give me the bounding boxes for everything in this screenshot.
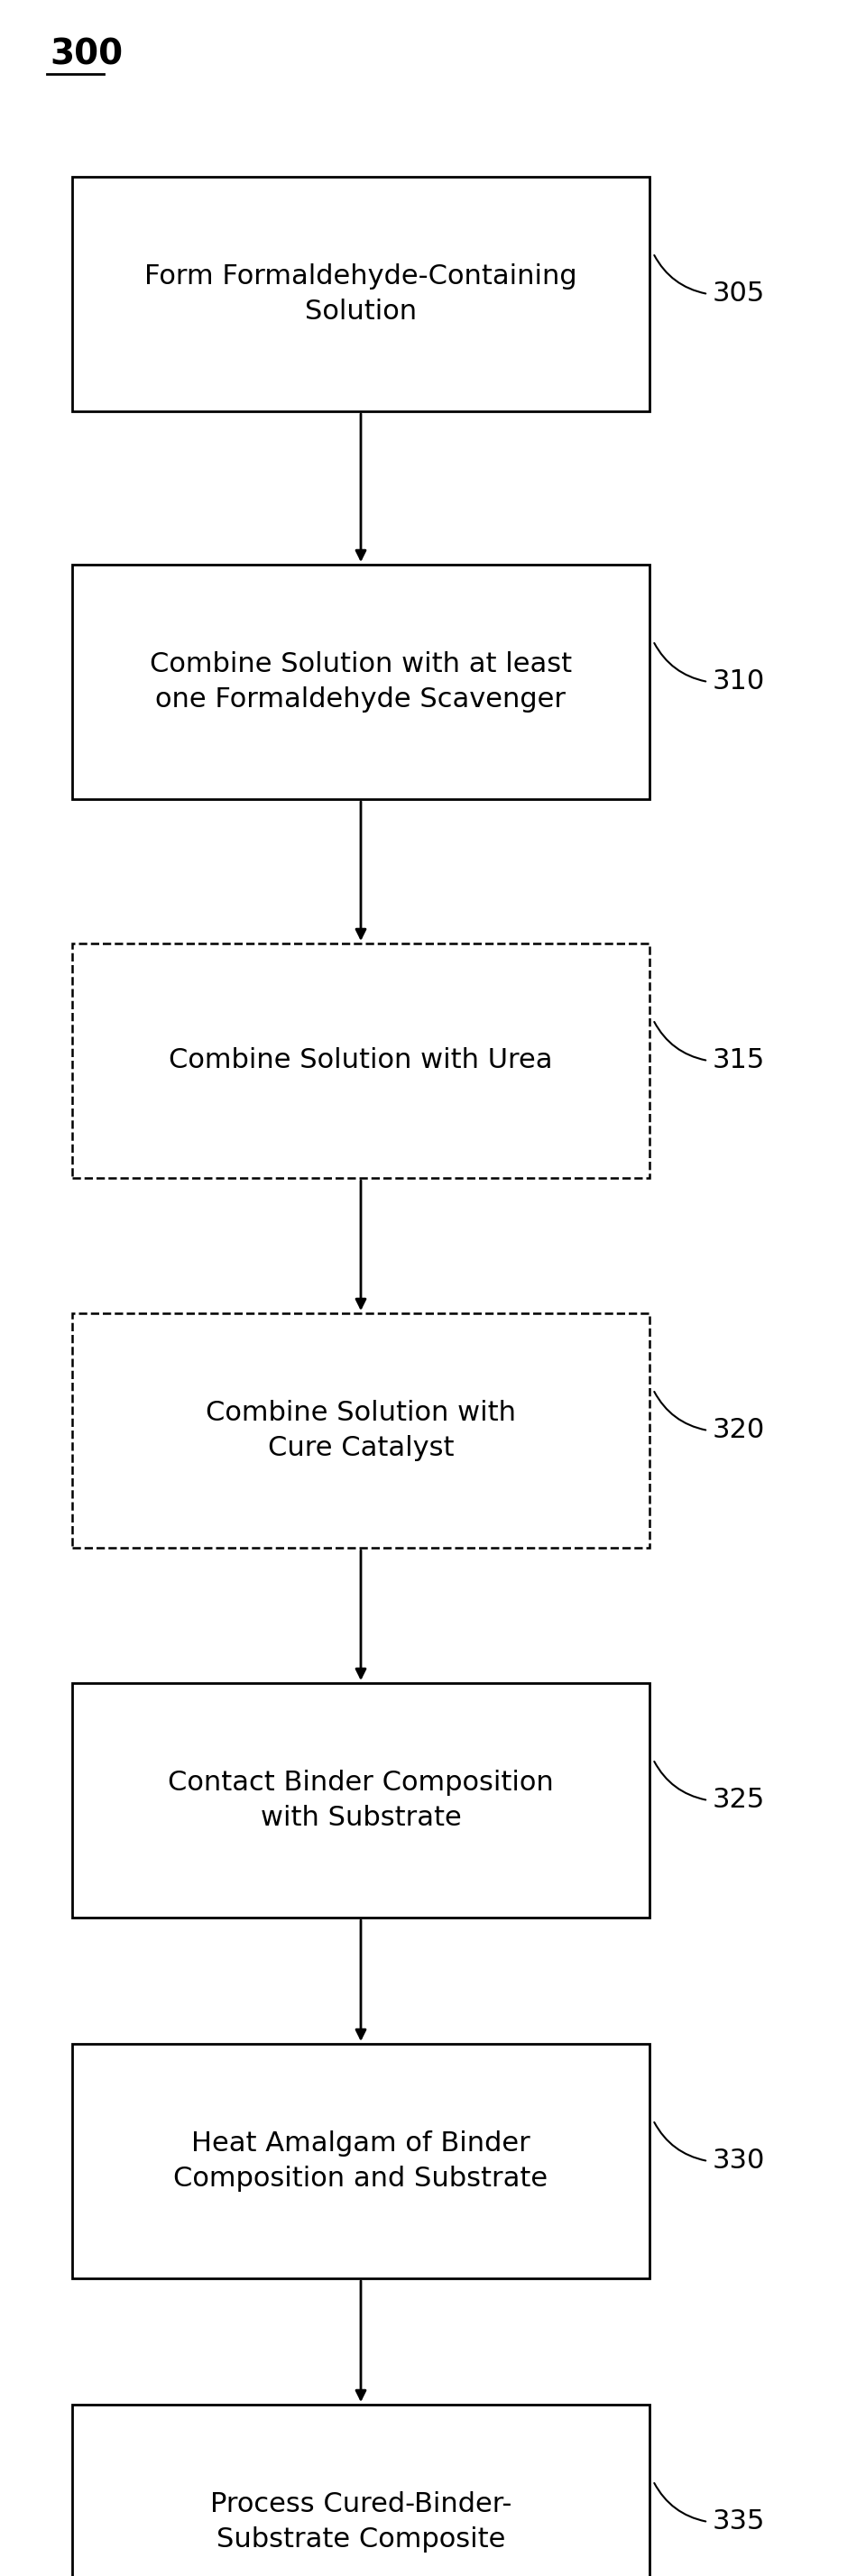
Text: Form Formaldehyde-Containing
Solution: Form Formaldehyde-Containing Solution	[145, 263, 577, 325]
Text: 320: 320	[713, 1417, 766, 1443]
Bar	[72, 2403, 650, 2576]
Text: 305: 305	[713, 281, 766, 307]
Bar	[72, 1682, 650, 1917]
Text: 310: 310	[713, 670, 766, 696]
Text: Combine Solution with Urea: Combine Solution with Urea	[169, 1048, 553, 1074]
Bar	[72, 564, 650, 799]
Bar	[72, 2043, 650, 2277]
Text: Contact Binder Composition
with Substrate: Contact Binder Composition with Substrat…	[168, 1770, 553, 1832]
Bar	[72, 943, 650, 1177]
Text: Combine Solution with at least
one Formaldehyde Scavenger: Combine Solution with at least one Forma…	[150, 652, 572, 711]
Text: 335: 335	[713, 2509, 766, 2535]
Text: 315: 315	[713, 1048, 766, 1074]
Text: Heat Amalgam of Binder
Composition and Substrate: Heat Amalgam of Binder Composition and S…	[173, 2130, 548, 2192]
Text: 300: 300	[49, 36, 123, 72]
Text: 325: 325	[713, 1788, 766, 1814]
Text: Combine Solution with
Cure Catalyst: Combine Solution with Cure Catalyst	[206, 1401, 516, 1461]
Text: 330: 330	[713, 2148, 766, 2174]
Bar	[72, 1314, 650, 1548]
Text: Process Cured-Binder-
Substrate Composite: Process Cured-Binder- Substrate Composit…	[210, 2491, 512, 2553]
Bar	[72, 178, 650, 412]
